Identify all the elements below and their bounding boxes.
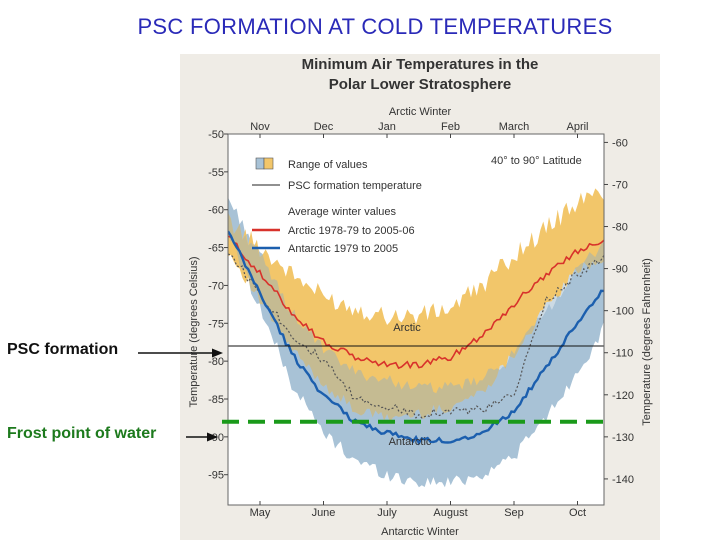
bottom-month-label: May xyxy=(250,507,271,519)
range-overlap-band xyxy=(228,212,604,422)
celsius-tick-label: -65 xyxy=(208,243,224,255)
celsius-tick-label: -60 xyxy=(208,205,224,217)
antarctic-coldest-dotted-line xyxy=(228,253,604,419)
fahrenheit-tick-label: -120 xyxy=(612,390,634,402)
antarctic-region-label: Antarctic xyxy=(389,436,432,448)
top-month-label: Jan xyxy=(378,121,396,133)
top-month-label: March xyxy=(499,121,530,133)
fahrenheit-tick-label: -80 xyxy=(612,222,628,234)
psc-formation-label: PSC formation xyxy=(7,341,119,358)
slide-title: PSC FORMATION AT COLD TEMPERATURES xyxy=(137,14,613,39)
celsius-tick-label: -95 xyxy=(208,470,224,482)
bottom-axis-title: Antarctic Winter xyxy=(381,526,459,538)
legend-range-swatch-arctic xyxy=(263,157,274,170)
top-month-label: April xyxy=(566,121,588,133)
legend-avg-header: Average winter values xyxy=(288,206,397,218)
bottom-month-label: July xyxy=(377,507,397,519)
top-month-label: Dec xyxy=(314,121,334,133)
plot-frame xyxy=(227,133,605,506)
top-month-label: Feb xyxy=(441,121,460,133)
latitude-note: 40° to 90° Latitude xyxy=(491,155,582,167)
arctic-range-band xyxy=(228,188,604,422)
chart-title-line1: Minimum Air Temperatures in the xyxy=(302,56,539,73)
legend-range-label: Range of values xyxy=(288,159,368,171)
antarctic-average-line xyxy=(228,230,604,446)
legend-arctic-label: Arctic 1978-79 to 2005-06 xyxy=(288,225,415,237)
legend-antarctic-label: Antarctic 1979 to 2005 xyxy=(288,243,398,255)
legend: Range of values 40° to 90° Latitude PSC … xyxy=(252,155,582,255)
legend-range-swatch-antarctic xyxy=(255,157,265,170)
fahrenheit-tick-label: -110 xyxy=(612,348,633,360)
arctic-region-label: Arctic xyxy=(393,322,421,334)
chart-title-line2: Polar Lower Stratosphere xyxy=(329,76,512,93)
bottom-month-label: Sep xyxy=(504,507,524,519)
psc-arrow-head xyxy=(212,348,223,358)
bottom-month-label: Oct xyxy=(569,507,586,519)
celsius-tick-label: -55 xyxy=(208,167,224,179)
bottom-month-label: August xyxy=(433,507,467,519)
fahrenheit-tick-label: -130 xyxy=(612,432,634,444)
celsius-tick-label: -85 xyxy=(208,394,224,406)
fahrenheit-tick-label: -90 xyxy=(612,264,628,276)
bottom-month-label: June xyxy=(312,507,336,519)
top-month-label: Nov xyxy=(250,121,270,133)
legend-psc-label: PSC formation temperature xyxy=(288,180,422,192)
y-axis-right-title: Temperature (degrees Fahrenheit) xyxy=(641,258,653,426)
arctic-average-line xyxy=(228,235,604,370)
fahrenheit-tick-label: -140 xyxy=(612,474,634,486)
top-axis-title: Arctic Winter xyxy=(389,106,452,118)
celsius-tick-label: -50 xyxy=(208,129,224,141)
celsius-tick-label: -75 xyxy=(208,318,224,330)
fahrenheit-tick-label: -60 xyxy=(612,137,628,149)
y-axis-left-title: Temperature (degrees Celsius) xyxy=(188,256,200,407)
celsius-tick-label: -70 xyxy=(208,280,224,292)
celsius-tick-label: -80 xyxy=(208,356,224,368)
fahrenheit-tick-label: -70 xyxy=(612,179,628,191)
frost-point-label: Frost point of water xyxy=(7,425,157,442)
frost-arrow-head xyxy=(207,432,218,442)
fahrenheit-tick-label: -100 xyxy=(612,306,634,318)
